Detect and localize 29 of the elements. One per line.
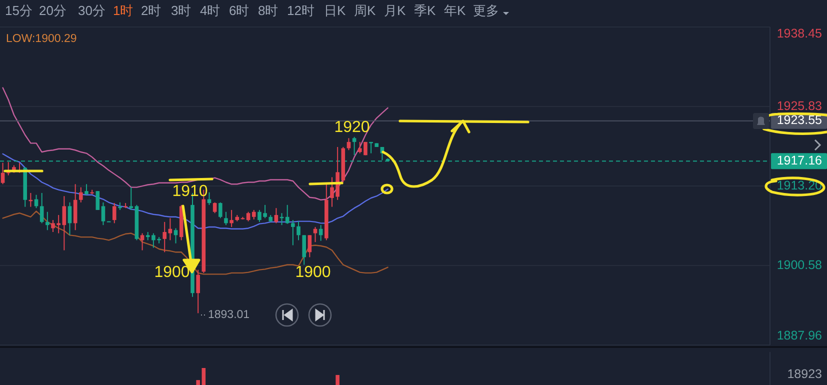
text: 18923 <box>787 367 822 381</box>
annotation: LOW:1900.29 <box>6 33 77 45</box>
text: 日K <box>324 3 346 18</box>
y-tick-label: 1925.83 <box>776 98 822 113</box>
annotation: 1920 <box>334 119 370 136</box>
y-tick-label: 1887.96 <box>776 328 822 342</box>
annotation: 1910 <box>172 183 208 200</box>
annotation: 1900 <box>154 264 190 282</box>
ref-line-label: 1917.16 <box>776 153 822 168</box>
annotation: 1900 <box>295 264 331 282</box>
text: 季K <box>414 3 436 18</box>
text: 8时 <box>258 3 278 18</box>
text: 15分 <box>5 3 32 18</box>
text: 12时 <box>287 3 314 18</box>
annotation: 1893.01 <box>208 309 250 322</box>
text: 周K <box>354 3 376 18</box>
text: 30分 <box>78 3 106 18</box>
text: 年K <box>444 3 466 18</box>
text: 6时 <box>229 3 250 18</box>
ref-line-label: 1923.55 <box>776 113 822 128</box>
y-tick-label: 1900.58 <box>776 258 822 272</box>
text: 20分 <box>39 3 66 18</box>
text: 3时 <box>171 3 192 18</box>
text: 4时 <box>200 3 220 18</box>
y-tick-label: 1938.45 <box>776 26 822 40</box>
text: 更多 <box>473 3 499 18</box>
text: 2时 <box>141 3 162 18</box>
text: 月K <box>384 3 406 18</box>
text: 1时 <box>113 3 134 18</box>
